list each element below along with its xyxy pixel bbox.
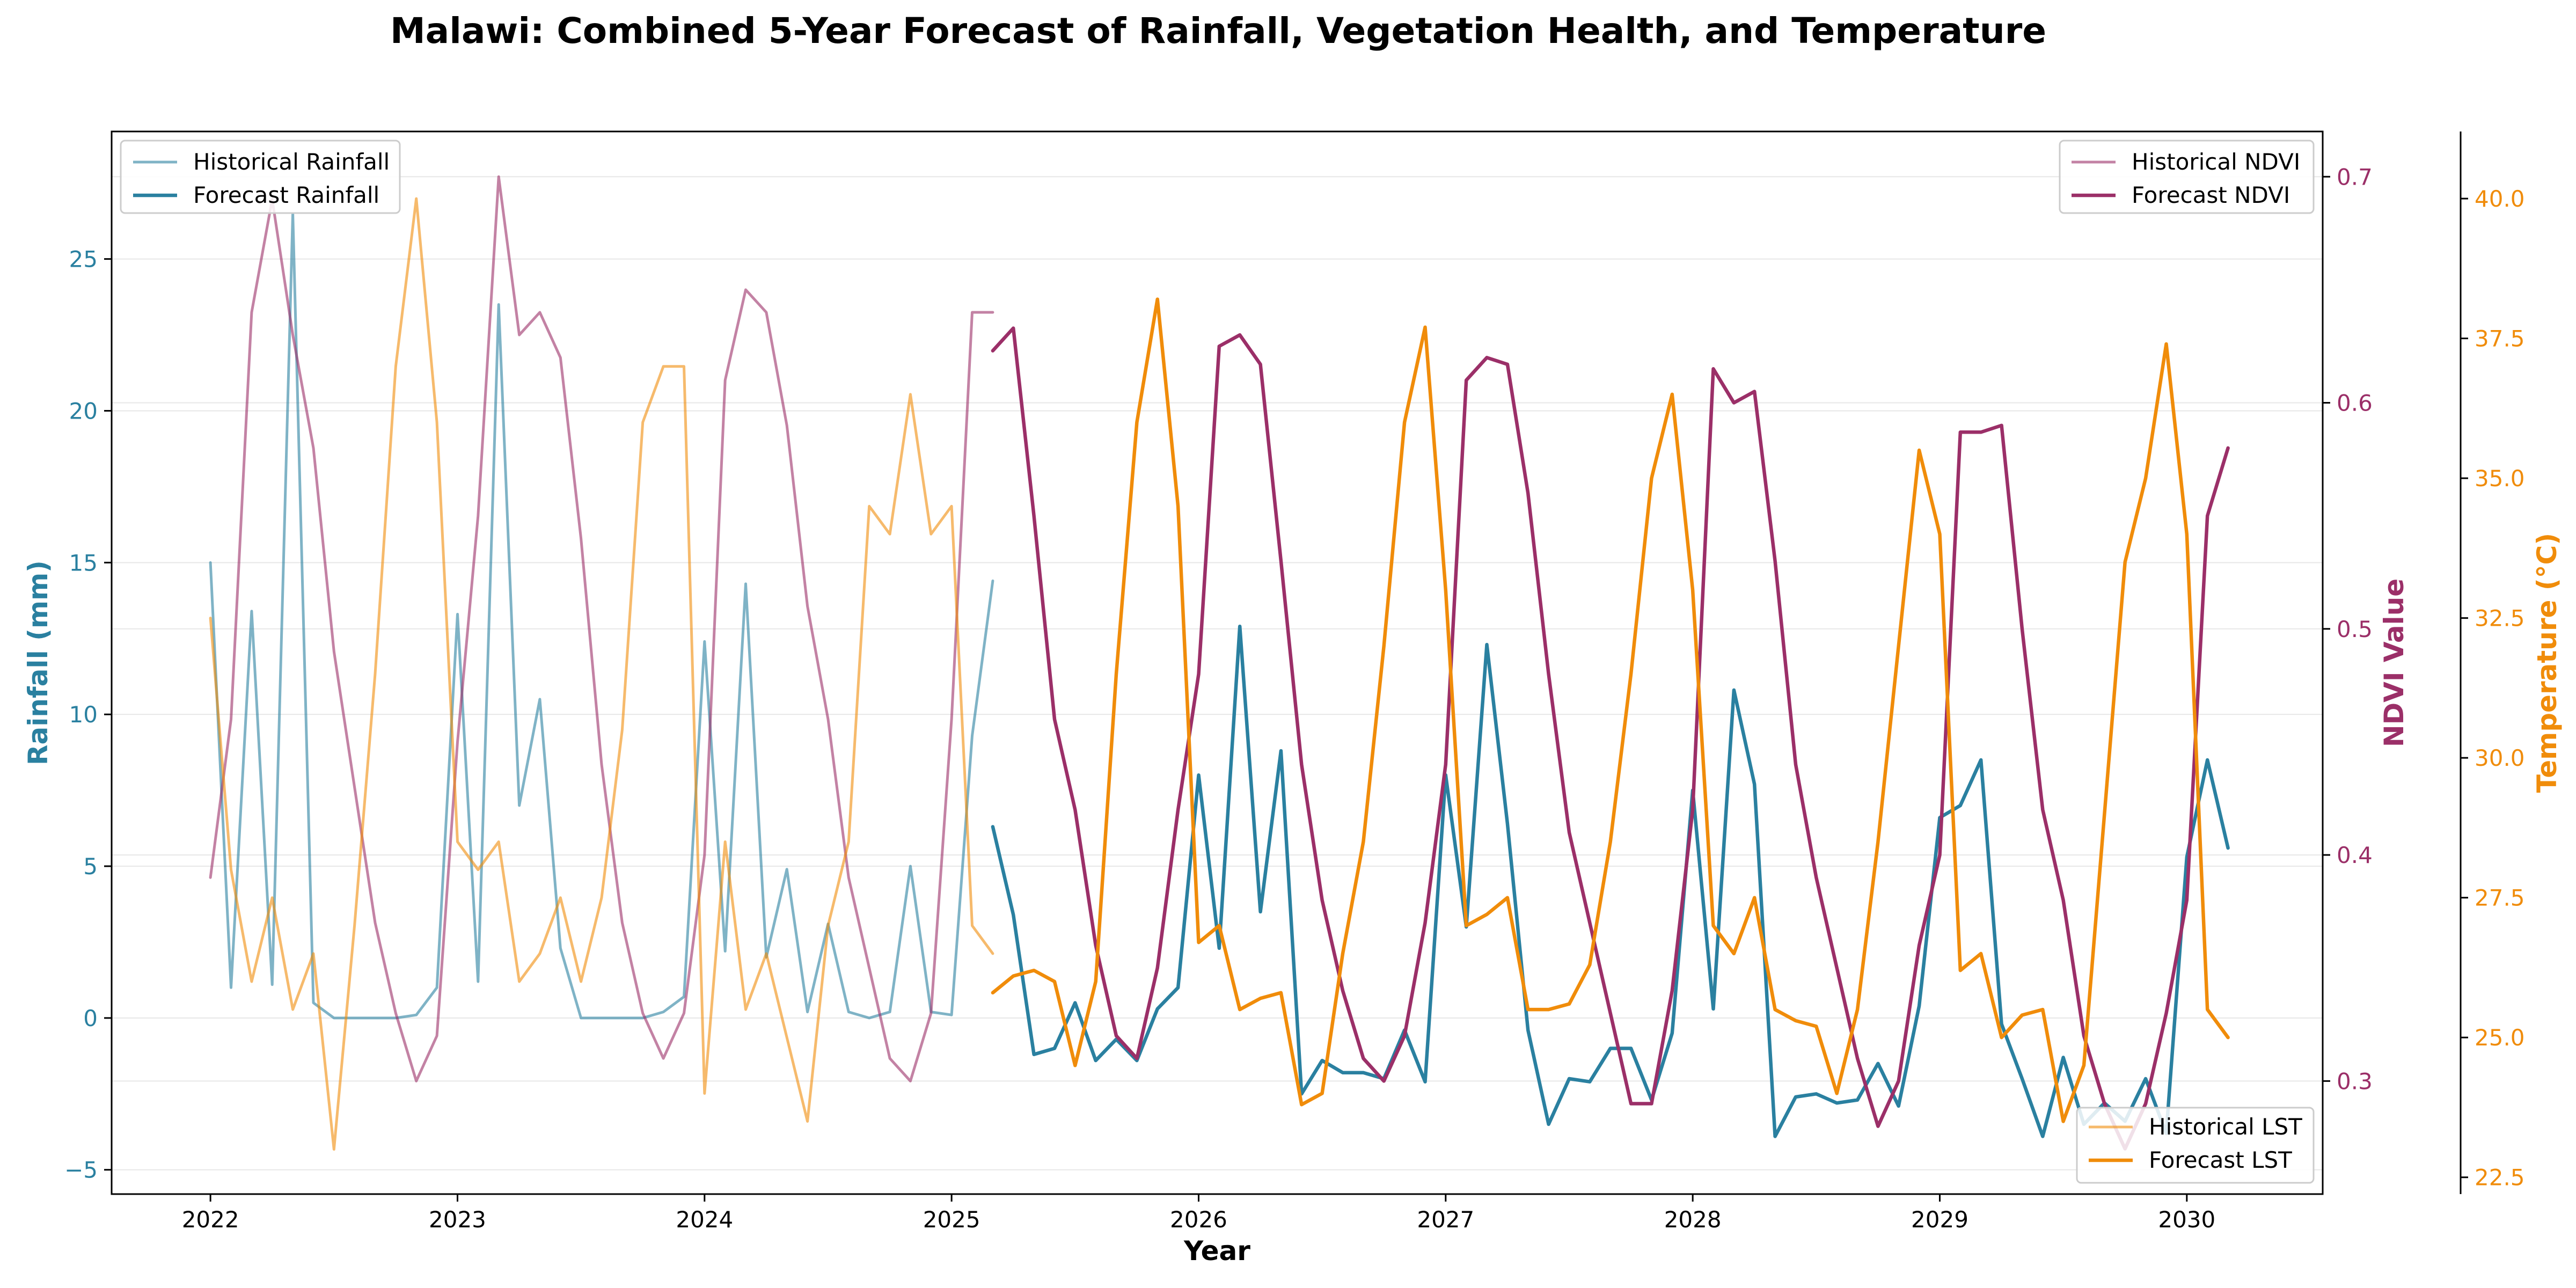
x-tick-label: 2029 [1911,1206,1968,1233]
temperature-tick-label: 27.5 [2475,885,2525,911]
rainfall-legend: Historical Rainfall Forecast Rainfall [120,140,401,214]
x-tick-label: 2024 [676,1206,733,1233]
chart-title: Malawi: Combined 5-Year Forecast of Rain… [390,10,2046,52]
series-line-forecast-lst [991,297,2230,1123]
temperature-tick-label: 22.5 [2475,1165,2525,1191]
ndvi-axis-label: NDVI Value [2379,579,2410,747]
x-tick-label: 2030 [2158,1206,2215,1233]
x-axis-label: Year [1183,1235,1250,1267]
x-tick-label: 2025 [923,1206,980,1233]
legend-label-forecast-lst: Forecast LST [2149,1147,2292,1173]
temperature-tick-label: 40.0 [2475,186,2525,212]
series-line-historical-rainfall [209,212,994,1020]
plot-frame [111,130,2324,1195]
ndvi-tick-label: 0.7 [2337,164,2373,190]
grid-layer [112,176,2323,1170]
legend-box [120,140,401,214]
legend-box [2059,140,2315,214]
legend-label-forecast-ndvi: Forecast NDVI [2132,182,2290,208]
rainfall-axis-label: Rainfall (mm) [23,560,54,765]
temperature-tick-label: 32.5 [2475,605,2525,632]
temperature-tick-label: 37.5 [2475,326,2525,352]
rainfall-tick-label: 15 [69,550,98,576]
temperature-tick-label: 25.0 [2475,1024,2525,1051]
temperature-tick-label: 35.0 [2475,465,2525,492]
rainfall-tick-label: 20 [69,398,98,424]
ndvi-tick-label: 0.3 [2337,1068,2373,1094]
temperature-axis-label: Temperature (°C) [2531,533,2563,793]
x-tick-label: 2027 [1417,1206,1474,1233]
legend-label-forecast-rainfall: Forecast Rainfall [193,182,379,208]
temperature-tick-label: 30.0 [2475,745,2525,771]
x-tick-label: 2023 [429,1206,486,1233]
legend-label-historical-rainfall: Historical Rainfall [193,149,390,175]
rainfall-tick-label: −5 [64,1157,98,1183]
x-tick-label: 2026 [1170,1206,1227,1233]
rainfall-tick-label: 5 [83,853,98,880]
legend-box [2076,1107,2315,1184]
ndvi-legend: Historical NDVI Forecast NDVI [2059,140,2315,214]
rainfall-tick-label: 10 [69,701,98,728]
legend-label-historical-ndvi: Historical NDVI [2132,149,2300,175]
rainfall-tick-label: 0 [83,1005,98,1031]
axis-layer: 2022 2023 2024 2025 2026 2027 2028 2029 2030−505… [64,164,2524,1233]
series-layer [209,175,2230,1151]
ndvi-tick-label: 0.4 [2337,842,2373,868]
ndvi-tick-label: 0.5 [2337,616,2373,642]
series-line-historical-lst [209,197,994,1151]
x-tick-label: 2022 [182,1206,239,1233]
series-line-historical-ndvi [209,175,994,1082]
legend-label-historical-lst: Historical LST [2149,1114,2302,1140]
series-line-forecast-rainfall [991,624,2230,1138]
temperature-legend: Historical LST Forecast LST [2076,1107,2315,1184]
ndvi-tick-label: 0.6 [2337,390,2373,416]
series-line-forecast-ndvi [991,326,2230,1151]
x-tick-label: 2028 [1664,1206,1722,1233]
rainfall-tick-label: 25 [69,246,98,273]
